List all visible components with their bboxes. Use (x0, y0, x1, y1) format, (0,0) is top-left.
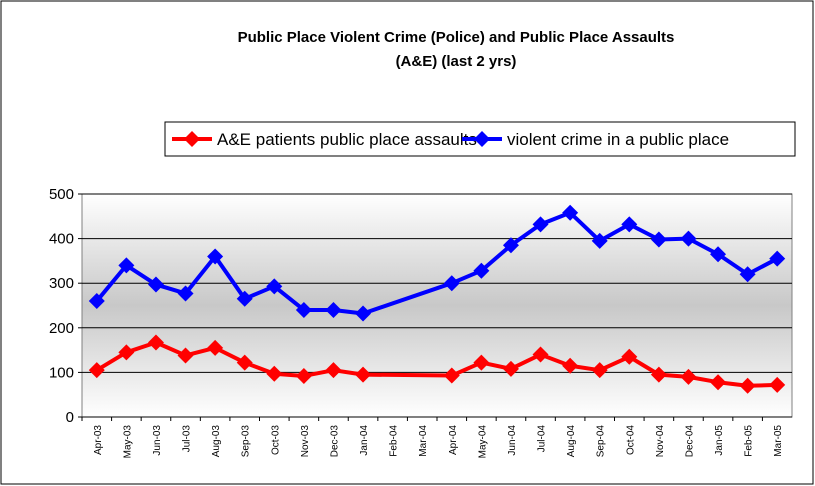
series-line (451, 210, 779, 286)
marker (739, 266, 756, 283)
y-tick-label: 200 (49, 320, 74, 337)
marker (680, 368, 697, 385)
x-tick-label: Jan-04 (359, 425, 370, 456)
marker (147, 334, 164, 351)
marker (502, 360, 519, 377)
marker (295, 301, 312, 318)
legend-marker (184, 131, 200, 147)
marker (650, 231, 667, 248)
marker (177, 347, 194, 364)
marker (177, 285, 194, 302)
y-tick-label: 0 (66, 409, 74, 426)
marker (443, 275, 460, 292)
marker (207, 248, 224, 265)
x-tick-label: Jun-03 (152, 425, 163, 456)
marker (443, 367, 460, 384)
marker (532, 216, 549, 233)
marker (650, 366, 667, 383)
x-tick-label: May-04 (477, 425, 488, 459)
chart-title: (A&E) (last 2 yrs) (396, 53, 517, 70)
y-tick-label: 400 (49, 231, 74, 248)
x-tick-label: Mar-05 (773, 425, 784, 457)
series-line (95, 340, 364, 378)
x-tick-label: Sep-03 (241, 425, 252, 458)
x-tick-label: May-03 (122, 425, 133, 459)
marker (88, 293, 105, 310)
plot-area (81, 193, 793, 418)
x-tick-label: Nov-04 (655, 425, 666, 458)
marker (621, 216, 638, 233)
gap-connector (363, 372, 452, 378)
marker (118, 257, 135, 274)
marker (591, 362, 608, 379)
x-tick-label: Dec-04 (684, 425, 695, 458)
marker (207, 339, 224, 356)
marker (680, 230, 697, 247)
marker (532, 346, 549, 363)
x-tick-label: Jul-04 (537, 425, 548, 453)
x-tick-label: Oct-03 (270, 425, 281, 455)
marker (295, 367, 312, 384)
legend-label: A&E patients public place assaults (217, 130, 477, 149)
x-tick-label: Jan-05 (714, 425, 725, 456)
x-tick-label: Apr-04 (448, 425, 459, 455)
marker (769, 250, 786, 267)
marker (710, 246, 727, 263)
marker (473, 354, 490, 371)
marker (710, 374, 727, 391)
marker (266, 278, 283, 295)
marker (325, 362, 342, 379)
y-tick-label: 100 (49, 364, 74, 381)
x-tick-label: Nov-03 (300, 425, 311, 458)
marker (236, 290, 253, 307)
marker (562, 357, 579, 374)
marker (118, 344, 135, 361)
marker (621, 348, 638, 365)
y-tick-label: 300 (49, 275, 74, 292)
marker (473, 262, 490, 279)
x-tick-label: Oct-04 (625, 425, 636, 455)
marker (266, 365, 283, 382)
marker (88, 362, 105, 379)
x-tick-label: Feb-04 (389, 425, 400, 457)
marker (502, 237, 519, 254)
legend-marker (474, 131, 490, 147)
x-tick-label: Feb-05 (744, 425, 755, 457)
chart-title: Public Place Violent Crime (Police) and … (238, 29, 675, 46)
marker (562, 204, 579, 221)
x-tick-label: Dec-03 (329, 425, 340, 458)
y-tick-label: 500 (49, 186, 74, 203)
series-line (95, 254, 364, 316)
x-tick-label: Sep-04 (596, 425, 607, 458)
marker (355, 366, 372, 383)
marker (325, 301, 342, 318)
marker (236, 354, 253, 371)
marker (355, 305, 372, 322)
gap-connector (362, 281, 453, 316)
x-tick-label: Jul-03 (182, 425, 193, 453)
x-tick-label: Aug-04 (566, 425, 577, 458)
x-tick-label: Jun-04 (507, 425, 518, 456)
x-tick-label: Mar-04 (418, 425, 429, 457)
x-tick-label: Aug-03 (211, 425, 222, 458)
marker (591, 232, 608, 249)
marker (769, 376, 786, 393)
legend-label: violent crime in a public place (507, 130, 729, 149)
marker (739, 377, 756, 394)
marker (147, 276, 164, 293)
x-tick-label: Apr-03 (93, 425, 104, 455)
